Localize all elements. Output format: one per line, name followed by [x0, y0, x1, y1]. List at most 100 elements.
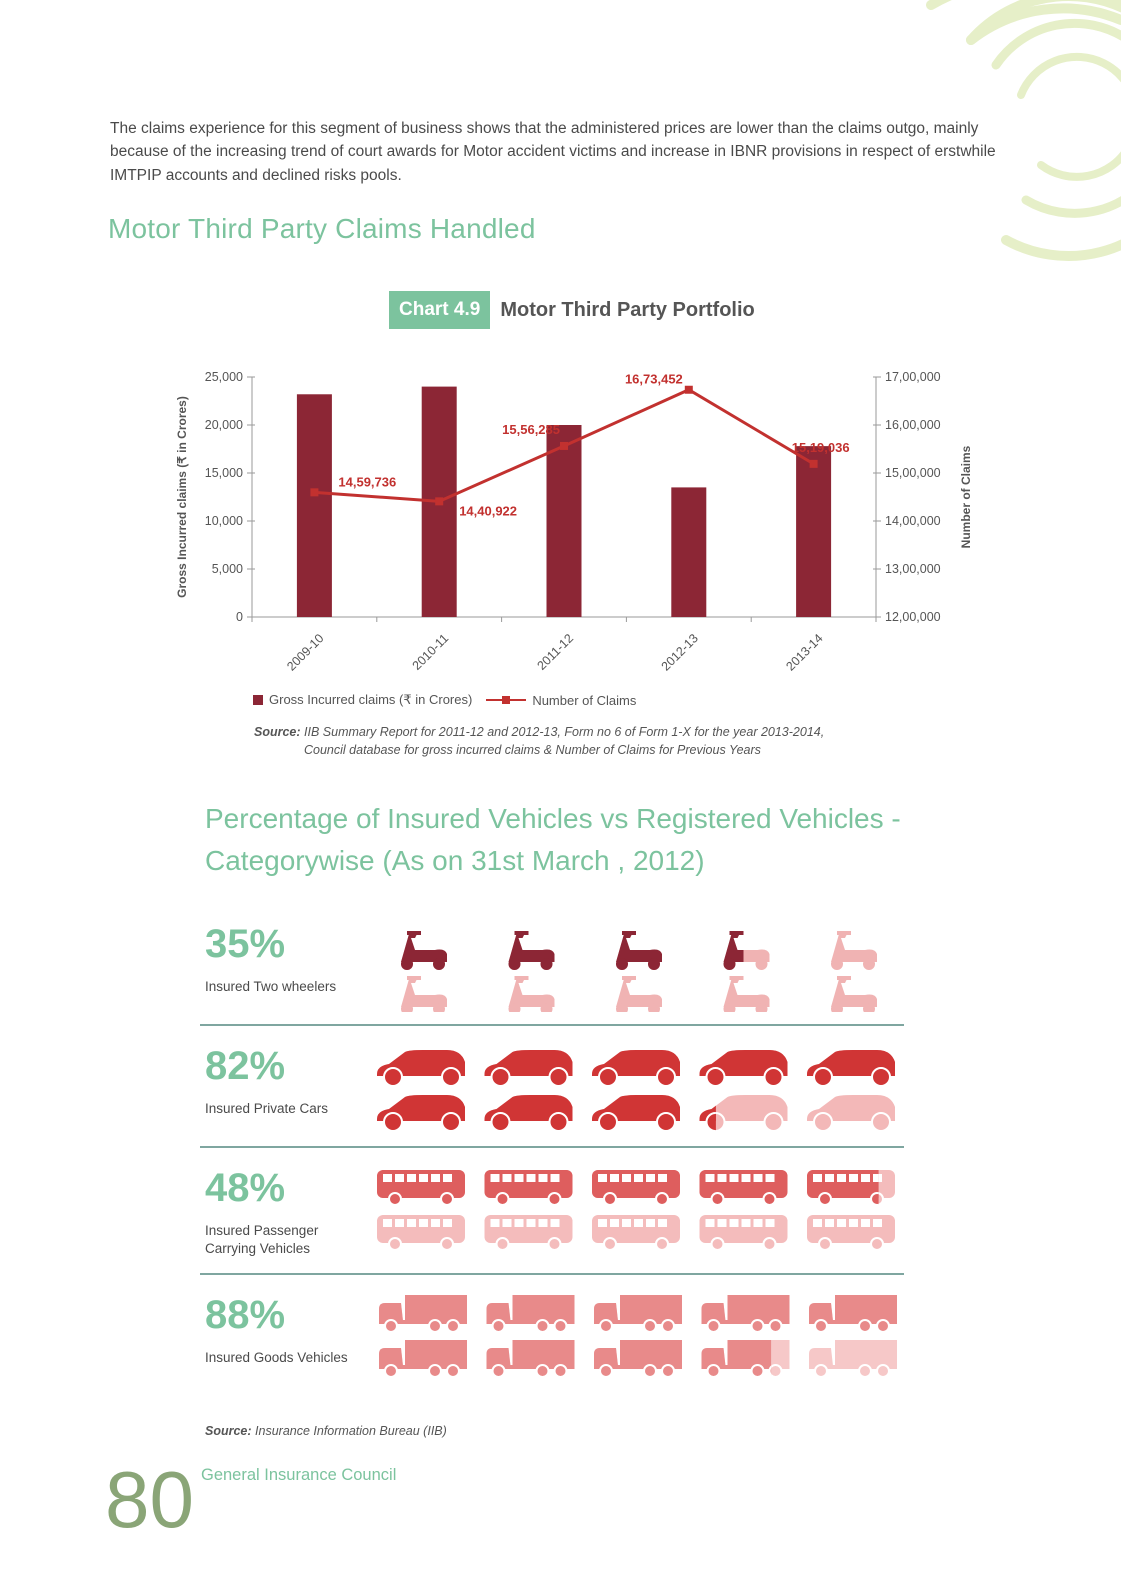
bus-window: [753, 1174, 763, 1182]
car-front-wheel: [598, 1112, 618, 1132]
truck-front-wheel: [599, 1364, 613, 1378]
footer-title: General Insurance Council: [201, 1466, 397, 1484]
truck-cargo: [512, 1295, 575, 1321]
data-label: 15,56,285: [502, 422, 560, 437]
truck-mid-wheel: [428, 1364, 442, 1378]
icon-light-layer: [508, 976, 555, 1012]
bus-window: [849, 1174, 858, 1182]
icon-fill-layer: [484, 1095, 573, 1132]
car-icon: [699, 1095, 788, 1132]
bus-window: [598, 1219, 607, 1227]
bus-window: [658, 1174, 667, 1182]
data-label: 14,40,922: [459, 503, 517, 518]
data-label: 14,59,736: [338, 474, 396, 489]
car-icon: [484, 1095, 573, 1132]
truck-front-wheel: [491, 1319, 506, 1333]
car-rear-wheel: [441, 1067, 461, 1087]
bus-window: [658, 1219, 667, 1227]
y-tick-label: 5,000: [212, 562, 243, 576]
truck-chassis: [486, 1365, 575, 1369]
bus-rear-wheel: [870, 1237, 884, 1251]
scooter-handle: [837, 931, 851, 935]
scooter-front-wheel: [401, 1003, 413, 1012]
icon-fill-layer: [592, 1095, 680, 1132]
bus-window: [753, 1219, 763, 1227]
bus-window: [395, 1219, 404, 1227]
truck-cab: [379, 1348, 403, 1366]
scooter-front-wheel: [723, 1003, 736, 1012]
icon-light-layer: [831, 931, 877, 970]
truck-icon: [486, 1340, 575, 1378]
car-front-wheel: [598, 1067, 618, 1087]
bus-rear-wheel: [655, 1237, 669, 1251]
icon-fill-layer: [592, 1050, 680, 1087]
scooter-front-wheel: [616, 958, 628, 970]
scooter-icon: [616, 931, 662, 970]
bus-window: [610, 1174, 619, 1182]
bus-icon: [484, 1215, 573, 1251]
bus-rear-wheel: [762, 1237, 777, 1251]
row-percent: 35%: [205, 922, 286, 966]
car-front-wheel: [705, 1112, 716, 1132]
truck-rear-wheel: [768, 1319, 783, 1333]
car-front-wheel: [813, 1112, 833, 1132]
truck-cab: [809, 1303, 833, 1321]
truck-cargo: [405, 1340, 467, 1366]
truck-mid-wheel: [643, 1364, 657, 1378]
scooter-body: [831, 934, 877, 962]
truck-front-wheel: [814, 1364, 828, 1378]
truck-front-wheel: [706, 1319, 721, 1333]
truck-rear-wheel: [768, 1365, 772, 1377]
y-tick-label: 20,000: [205, 418, 243, 432]
truck-front-wheel: [384, 1364, 398, 1378]
car-front-wheel: [813, 1067, 833, 1087]
source-text: Insurance Information Bureau (IIB): [255, 1424, 447, 1438]
bus-window: [526, 1174, 536, 1182]
icon-light-layer: [377, 1215, 465, 1251]
bus-window: [610, 1219, 619, 1227]
truck-front-wheel: [384, 1319, 398, 1333]
chart-legend: Gross Incurred claims (₹ in Crores) Numb…: [253, 692, 636, 708]
bus-window: [383, 1219, 392, 1227]
chart-source: Source: IIB Summary Report for 2011-12 a…: [254, 723, 824, 759]
x-tick-label: 2011-12: [534, 631, 576, 673]
legend-line-swatch: [486, 695, 527, 705]
line-point: [809, 459, 818, 468]
y2-tick-label: 17,00,000: [885, 370, 941, 384]
truck-mid-wheel: [643, 1319, 657, 1333]
icon-fill-layer: [486, 1295, 575, 1333]
truck-cab: [809, 1348, 833, 1366]
car-front-wheel: [705, 1067, 726, 1087]
bus-rear-wheel: [440, 1237, 454, 1251]
y-tick-label: 15,000: [205, 466, 243, 480]
bus-icon: [592, 1170, 680, 1206]
bus-front-wheel: [710, 1237, 725, 1251]
bus-window: [502, 1219, 512, 1227]
car-icon: [592, 1095, 680, 1132]
truck-cargo: [620, 1295, 682, 1321]
truck-mid-wheel: [535, 1319, 550, 1333]
car-front-wheel: [383, 1112, 403, 1132]
icon-light-layer: [592, 1215, 680, 1251]
bus-window: [717, 1174, 727, 1182]
y-tick-label: 0: [236, 610, 243, 624]
scooter-front-wheel: [723, 958, 736, 970]
scooter-icon: [723, 976, 770, 1012]
scooter-rear-wheel: [540, 958, 553, 970]
truck-rear-wheel: [553, 1364, 568, 1378]
truck-front-wheel: [706, 1364, 721, 1378]
bus-body: [807, 1170, 879, 1198]
scooter-icon: [401, 976, 447, 1012]
icon-light-layer: [484, 1215, 573, 1251]
bus-window: [419, 1219, 428, 1227]
scooter-handle: [407, 931, 421, 935]
bar: [546, 425, 582, 617]
bus-window: [813, 1219, 822, 1227]
icon-fill-layer: [699, 1105, 716, 1132]
bus-front-wheel: [603, 1237, 617, 1251]
truck-cab: [701, 1303, 726, 1321]
chart-title: Motor Third Party Portfolio: [500, 298, 755, 321]
truck-front-wheel: [599, 1319, 613, 1333]
x-tick-label: 2013-14: [783, 631, 825, 673]
x-tick-label: 2012-13: [659, 631, 701, 673]
